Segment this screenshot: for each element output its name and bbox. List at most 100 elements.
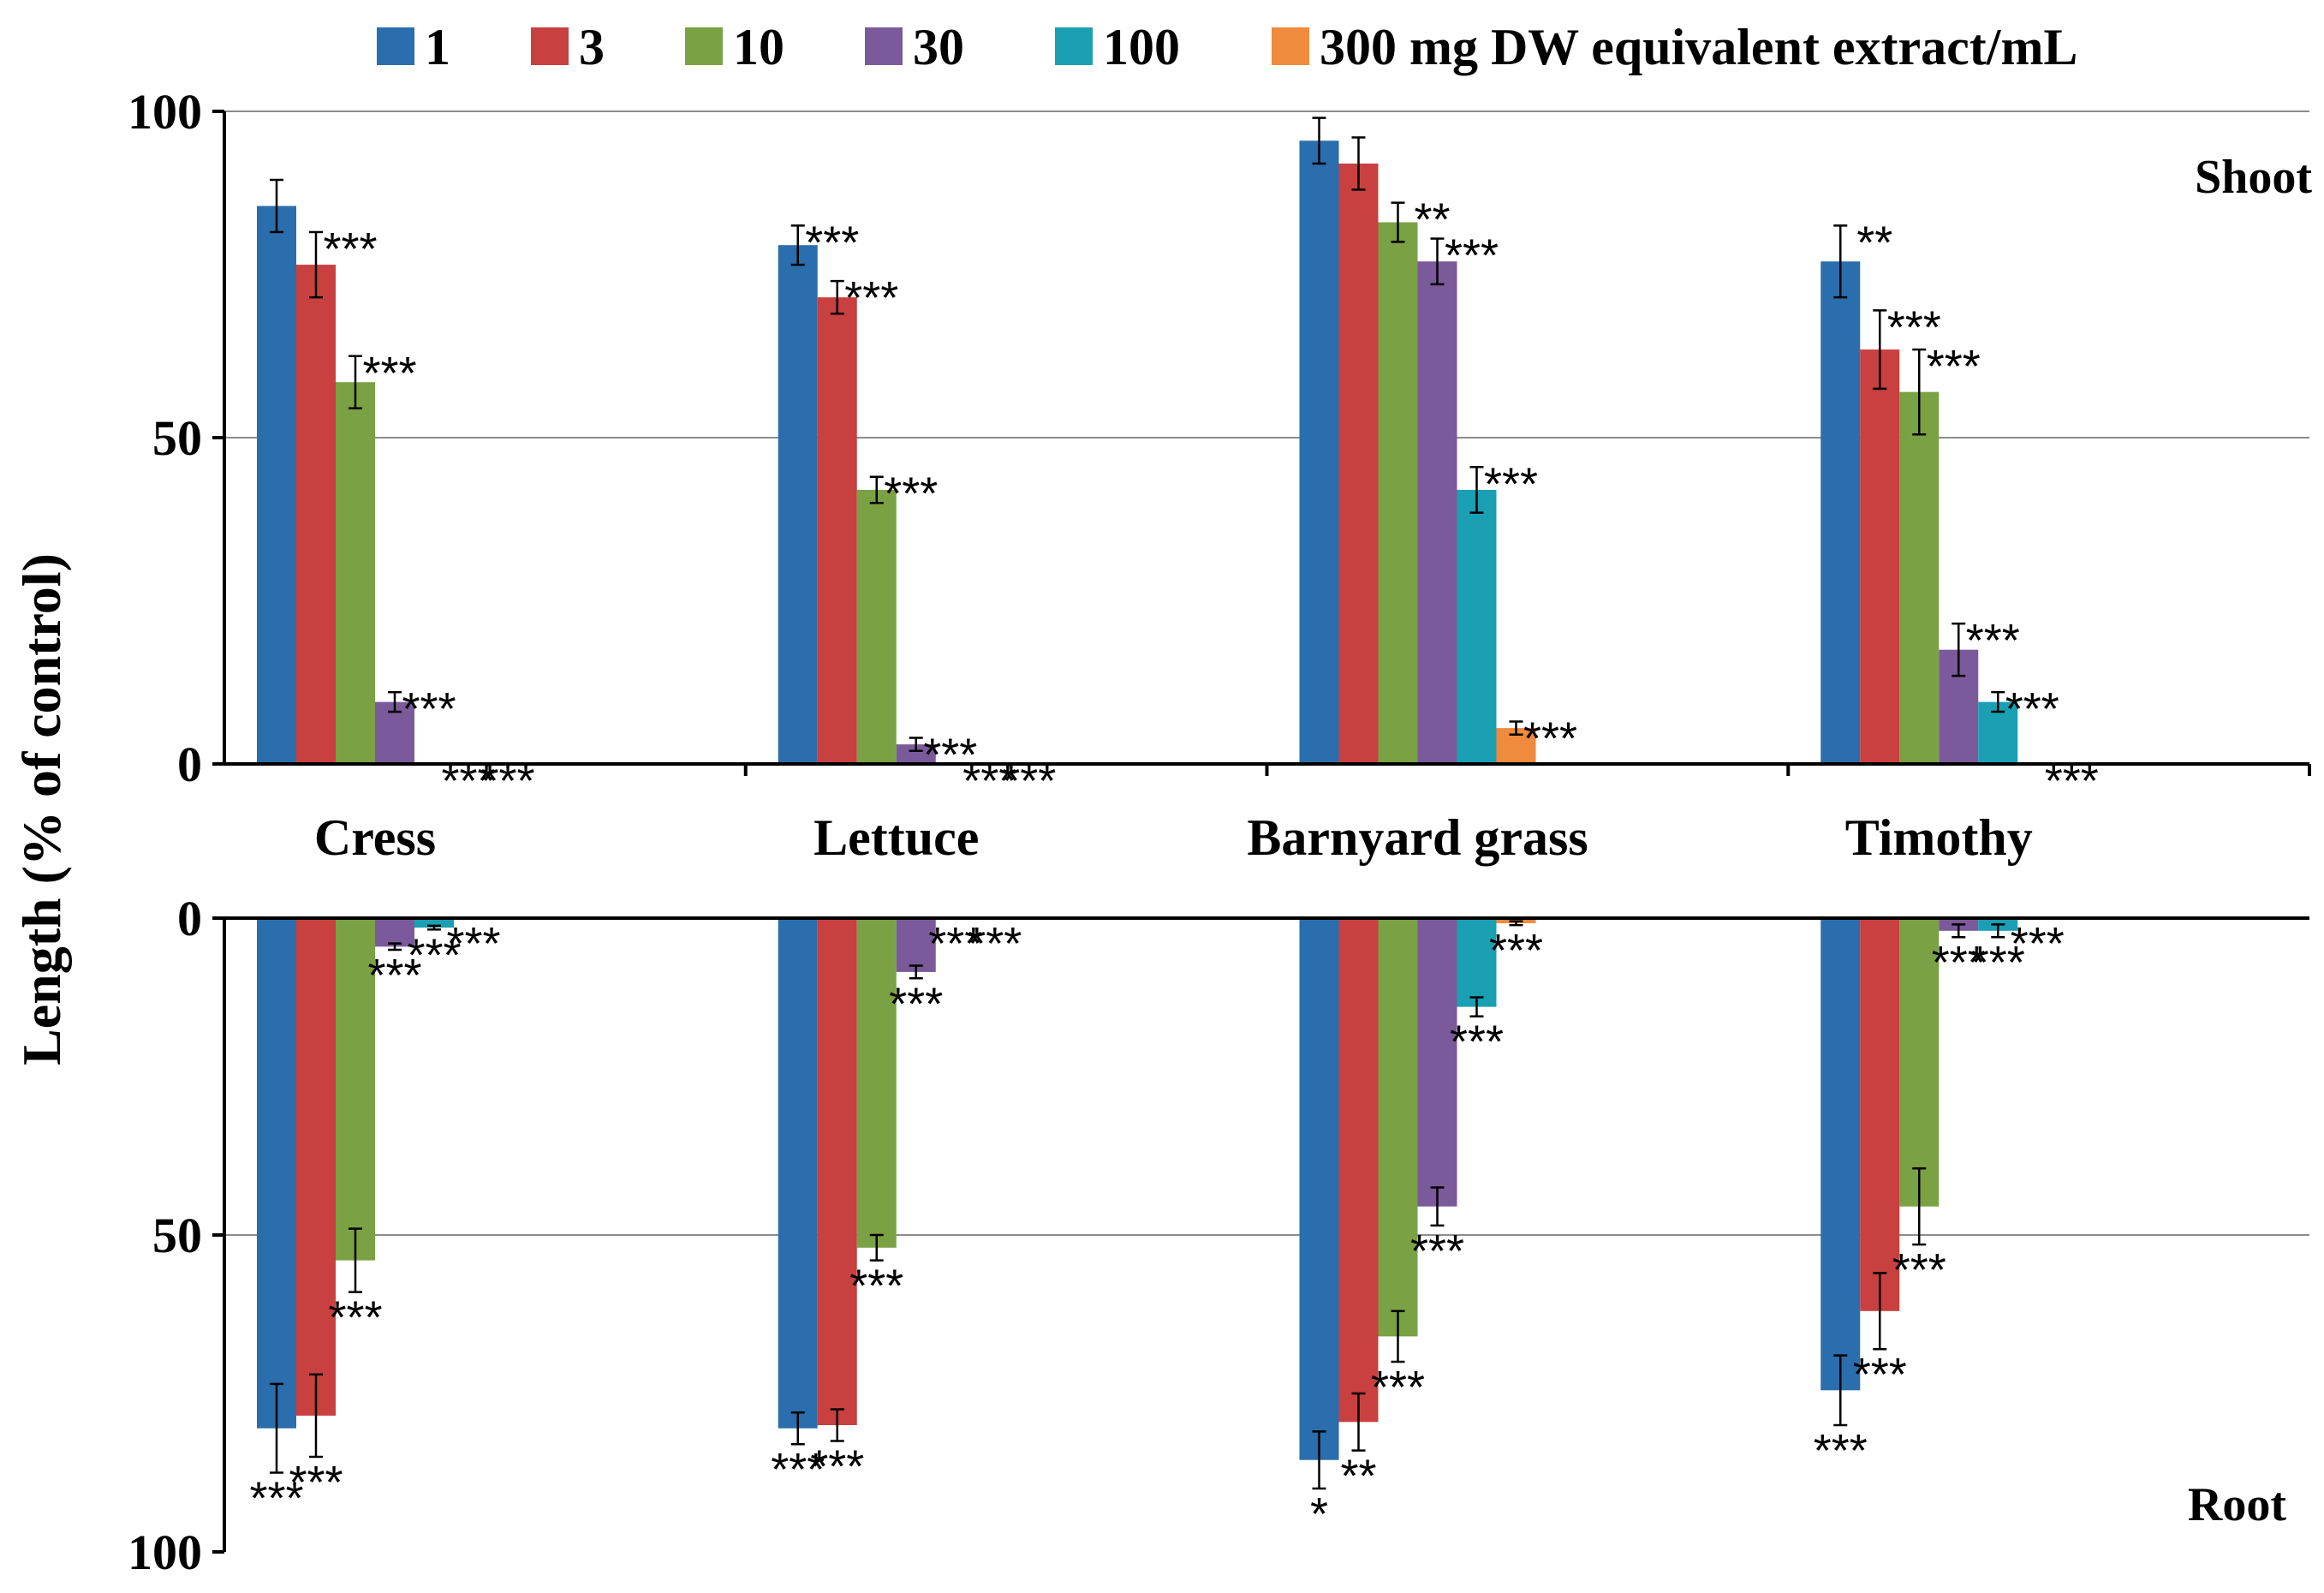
bar-shoot-timothy-10: [1899, 391, 1940, 764]
significance-label: **: [1856, 217, 1892, 268]
bar-root-timothy-10: [1899, 918, 1940, 1207]
significance-label: ***: [367, 950, 421, 1001]
y-tick-label: 0: [177, 737, 202, 792]
significance-label: ***: [923, 730, 977, 781]
bar-shoot-lettuce-10: [856, 489, 897, 764]
legend-label: 10: [733, 19, 784, 75]
bar-root-cress-10: [336, 918, 375, 1261]
bar-root-lettuce-1: [778, 918, 818, 1429]
legend-label: 100: [1103, 19, 1180, 75]
y-tick-label: 100: [128, 84, 202, 140]
legend-swatch: [685, 27, 723, 65]
legend: 1 3 10 30 100 300 mg DW equivalent extract/mL: [377, 19, 2077, 75]
significance-label: ***: [1523, 713, 1577, 764]
axes: [212, 110, 2311, 1554]
significance-label: ***: [968, 918, 1022, 970]
significance-label: ***: [1887, 301, 1941, 353]
significance-label: ***: [805, 217, 859, 268]
bar-shoot-timothy-3: [1860, 349, 1900, 764]
significance-label: ***: [1489, 925, 1543, 976]
significance-label: ***: [249, 1473, 303, 1524]
bar-shoot-cress-1: [257, 206, 296, 765]
root-panel-label: Root: [2188, 1478, 2286, 1531]
bar-root-cress-30: [375, 918, 414, 947]
significance-label: ***: [889, 978, 943, 1029]
bar-shoot-barnyard-grass-3: [1338, 163, 1379, 764]
significance-label: ***: [289, 1457, 343, 1508]
significance-label: ***: [1484, 458, 1538, 510]
significance-label: ***: [1853, 1349, 1907, 1400]
significance-label: ***: [1814, 1425, 1868, 1477]
category-label: Lettuce: [813, 809, 979, 866]
significance-label: ***: [1445, 230, 1499, 282]
significance-label: ***: [446, 918, 500, 970]
significance-label: ***: [2045, 755, 2099, 807]
legend-swatch: [531, 27, 569, 65]
legend-label: 3: [579, 19, 605, 75]
significance-label: ***: [328, 1292, 382, 1344]
y-tick-label: 50: [152, 1208, 202, 1263]
y-tick-label: 100: [128, 1524, 202, 1580]
bar-root-cress-100: [414, 918, 454, 928]
significance-label: ***: [771, 1444, 825, 1495]
bar-shoot-barnyard-grass-1: [1299, 140, 1339, 765]
legend-swatch: [865, 27, 903, 65]
significance-label: ***: [480, 755, 534, 807]
y-tick-label: 50: [152, 410, 202, 466]
bar-root-lettuce-30: [896, 918, 936, 972]
bar-root-lettuce-3: [817, 918, 857, 1425]
significance-label: ***: [402, 683, 456, 735]
bar-shoot-cress-3: [296, 265, 336, 764]
shoot-panel-label: Shoot: [2195, 151, 2312, 204]
significance-label: ***: [362, 348, 416, 399]
bar-shoot-barnyard-grass-30: [1417, 261, 1457, 764]
significance-label: ***: [323, 224, 377, 275]
bar-root-barnyard-grass-3: [1338, 918, 1379, 1423]
bar-root-barnyard-grass-30: [1417, 918, 1457, 1207]
significance-label: ***: [1410, 1226, 1464, 1277]
bar-root-cress-3: [296, 918, 336, 1416]
bar-shoot-lettuce-3: [817, 297, 857, 764]
bar-root-timothy-1: [1820, 918, 1861, 1391]
y-axis-label: Length (% of control): [11, 553, 72, 1065]
legend-swatch: [1272, 27, 1309, 65]
significance-label: **: [1414, 194, 1450, 246]
significance-label: ***: [1371, 1362, 1425, 1413]
legend-label: 1: [425, 19, 450, 75]
significance-label: ***: [1450, 1017, 1504, 1068]
bar-shoot-timothy-1: [1820, 261, 1861, 764]
significance-label: ***: [2011, 918, 2065, 970]
significance-label: ***: [1892, 1244, 1946, 1296]
significance-label: *: [1310, 1489, 1328, 1540]
category-label: Timothy: [1845, 809, 2033, 866]
bar-root-barnyard-grass-1: [1299, 918, 1339, 1460]
significance-label: ***: [1932, 937, 1986, 988]
significance-label: **: [1340, 1451, 1376, 1502]
significance-label: ***: [2005, 683, 2059, 735]
bar-root-cress-1: [257, 918, 296, 1429]
significance-label: ***: [1002, 755, 1056, 807]
significance-label: ***: [884, 468, 938, 520]
significance-label: ***: [1927, 341, 1981, 392]
significance-label: ***: [844, 272, 898, 324]
significance-label: ***: [1966, 615, 2020, 666]
bar-shoot-barnyard-grass-10: [1378, 222, 1418, 764]
significance-label: ***: [849, 1261, 903, 1312]
significance-label: ***: [810, 1441, 864, 1493]
significance-label: ***: [962, 755, 1016, 807]
significance-label: ***: [928, 918, 982, 970]
bar-root-barnyard-grass-100: [1457, 918, 1497, 1007]
significance-label: ***: [1971, 937, 2025, 988]
bar-root-timothy-3: [1860, 918, 1900, 1311]
legend-label: 300 mg DW equivalent extract/mL: [1320, 19, 2077, 75]
category-label: Barnyard grass: [1247, 809, 1588, 866]
bar-root-lettuce-10: [856, 918, 897, 1248]
gridlines: [224, 110, 2309, 1236]
category-label: Cress: [314, 809, 436, 866]
y-tick-label: 0: [177, 891, 202, 946]
significance-label: ***: [441, 755, 495, 807]
bars: [257, 116, 2018, 1490]
legend-swatch: [1055, 27, 1093, 65]
